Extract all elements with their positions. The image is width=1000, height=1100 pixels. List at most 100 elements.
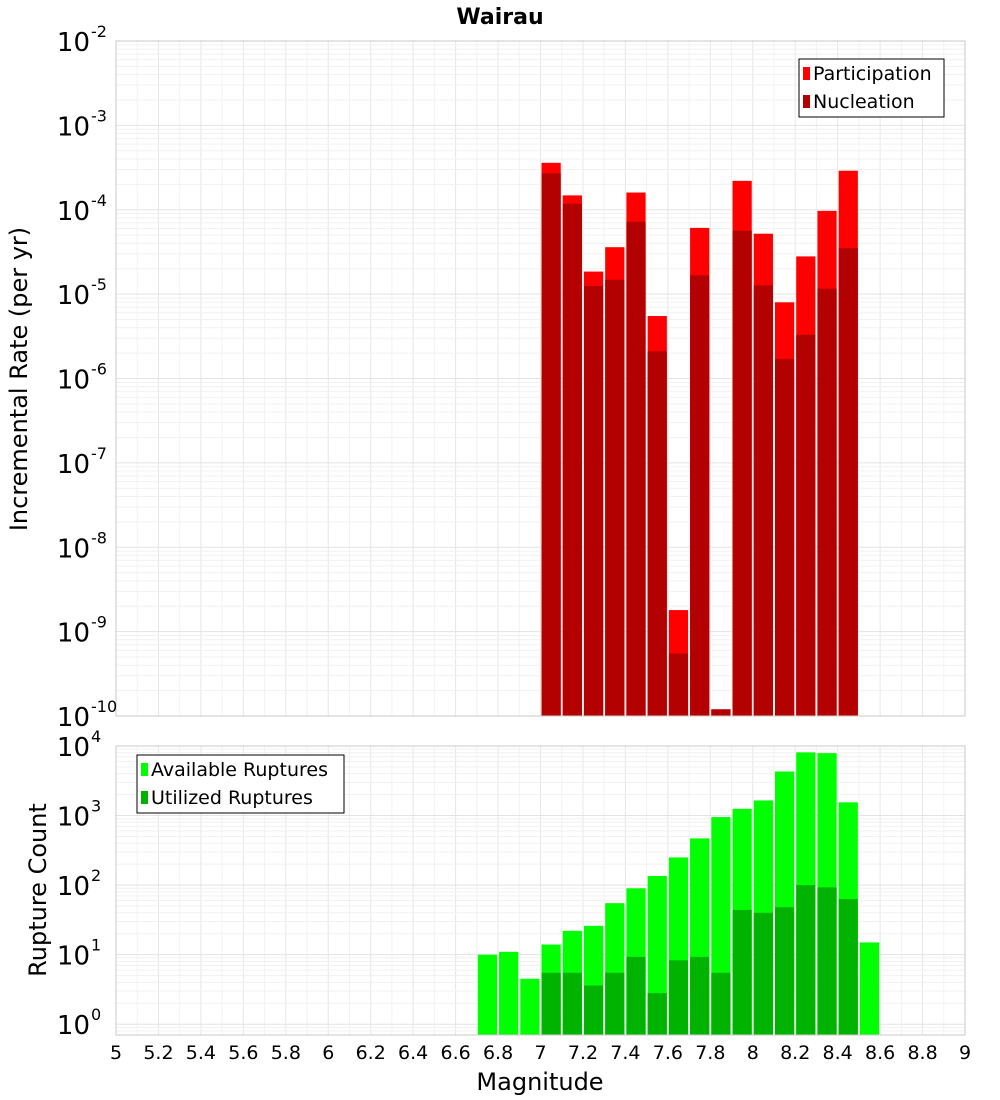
x-tick-label: 6.8	[483, 1042, 513, 1064]
bar-secondary	[796, 334, 816, 716]
x-tick-label: 8.2	[780, 1042, 810, 1064]
bar-secondary	[647, 993, 667, 1035]
y-tick-label: 10	[57, 803, 90, 833]
legend-box	[798, 58, 945, 118]
y-tick-exponent: -3	[91, 106, 107, 125]
y-tick-exponent: -10	[91, 697, 117, 716]
bar-secondary	[668, 960, 689, 1035]
x-tick-label: 5.2	[143, 1042, 173, 1064]
bottom-bars	[477, 752, 880, 1035]
x-tick-label: 7.2	[568, 1042, 598, 1064]
y-tick-label: 10	[57, 197, 90, 227]
bar-secondary	[690, 275, 710, 716]
y-tick-exponent: 3	[91, 797, 101, 816]
bar-secondary	[753, 285, 773, 716]
bar-primary	[859, 942, 880, 1035]
bar-secondary	[796, 885, 816, 1035]
top-y-tick-labels: 10-210-310-410-510-610-710-810-910-10	[57, 22, 117, 733]
y-tick-exponent: -4	[91, 191, 107, 210]
bar-primary	[477, 954, 498, 1035]
bar-secondary	[711, 709, 731, 716]
bar-secondary	[541, 173, 561, 716]
bar-secondary	[562, 972, 582, 1035]
y-tick-label: 10	[57, 450, 90, 480]
legend-swatch	[141, 791, 148, 804]
legend-swatch	[803, 95, 810, 108]
legend-swatch	[803, 67, 810, 80]
bar-secondary	[626, 956, 646, 1035]
bar-secondary	[562, 203, 582, 717]
x-tick-label: 5.8	[271, 1042, 301, 1064]
legend-entry: Nucleation	[813, 91, 915, 113]
bottom-y-axis-label: Rupture Count	[24, 803, 52, 977]
y-tick-exponent: 1	[91, 936, 101, 955]
x-tick-label: 7.4	[610, 1042, 640, 1064]
bar-secondary	[732, 909, 752, 1035]
bar-secondary	[626, 221, 646, 716]
y-tick-exponent: -6	[91, 360, 107, 379]
y-tick-exponent: -8	[91, 528, 107, 547]
y-tick-label: 10	[57, 1011, 90, 1041]
bottom-legend: Available Ruptures Utilized Ruptures	[136, 754, 345, 814]
x-tick-label: 6.4	[398, 1042, 428, 1064]
bar-secondary	[583, 985, 604, 1035]
y-tick-exponent: -5	[91, 275, 107, 294]
x-tick-label: 5.4	[186, 1042, 216, 1064]
y-tick-exponent: 4	[91, 727, 101, 746]
bar-secondary	[711, 972, 731, 1035]
bar-secondary	[647, 351, 667, 716]
x-tick-label: 6.2	[356, 1042, 386, 1064]
y-tick-label: 10	[57, 619, 90, 649]
y-tick-label: 10	[57, 872, 90, 902]
y-tick-exponent: -9	[91, 613, 107, 632]
bar-secondary	[753, 912, 773, 1035]
bar-primary	[520, 978, 540, 1035]
bar-secondary	[817, 887, 837, 1035]
top-grid	[115, 40, 966, 717]
x-tick-labels: 5 5.2 5.4 5.6 5.8 6 6.2 6.4 6.6 6.8 7 7.2 7.4 7.6 7.8 8…	[110, 1042, 971, 1064]
top-plot-frame	[115, 40, 966, 717]
bar-secondary	[732, 230, 752, 717]
x-tick-label: 6.6	[440, 1042, 470, 1064]
legend-entry: Utilized Ruptures	[151, 787, 313, 809]
bar-secondary	[605, 972, 625, 1035]
bar-secondary	[838, 899, 858, 1035]
y-tick-label: 10	[57, 534, 90, 564]
y-tick-label: 10	[57, 703, 90, 733]
y-tick-exponent: -2	[91, 22, 107, 41]
bar-secondary	[838, 248, 858, 717]
x-tick-label: 9	[959, 1042, 971, 1064]
x-tick-label: 8	[747, 1042, 759, 1064]
x-tick-label: 6	[322, 1042, 334, 1064]
bar-secondary	[583, 285, 604, 716]
y-tick-label: 10	[57, 942, 90, 972]
bar-secondary	[605, 279, 625, 716]
top-y-axis-label: Incremental Rate (per yr)	[5, 227, 33, 531]
chart-title: Wairau	[456, 5, 543, 30]
y-tick-label: 10	[57, 112, 90, 142]
legend-swatch	[141, 763, 148, 776]
y-tick-exponent: 0	[91, 1005, 101, 1024]
bar-secondary	[774, 359, 795, 716]
legend-entry: Participation	[813, 63, 932, 85]
x-tick-label: 7.8	[695, 1042, 725, 1064]
y-tick-exponent: 2	[91, 866, 101, 885]
legend-entry: Available Ruptures	[151, 759, 328, 781]
x-tick-label: 8.4	[823, 1042, 853, 1064]
y-tick-exponent: -7	[91, 444, 107, 463]
bar-secondary	[541, 972, 561, 1035]
bar-secondary	[817, 288, 837, 716]
y-tick-label: 10	[57, 366, 90, 396]
bar-secondary	[690, 956, 710, 1035]
y-tick-label: 10	[57, 28, 90, 58]
bar-primary	[499, 951, 519, 1035]
bottom-plot-frame	[115, 745, 966, 1036]
x-tick-label: 7.6	[653, 1042, 683, 1064]
x-tick-label: 5	[110, 1042, 122, 1064]
x-tick-label: 8.6	[865, 1042, 895, 1064]
x-tick-label: 8.8	[907, 1042, 937, 1064]
x-tick-label: 7	[534, 1042, 546, 1064]
